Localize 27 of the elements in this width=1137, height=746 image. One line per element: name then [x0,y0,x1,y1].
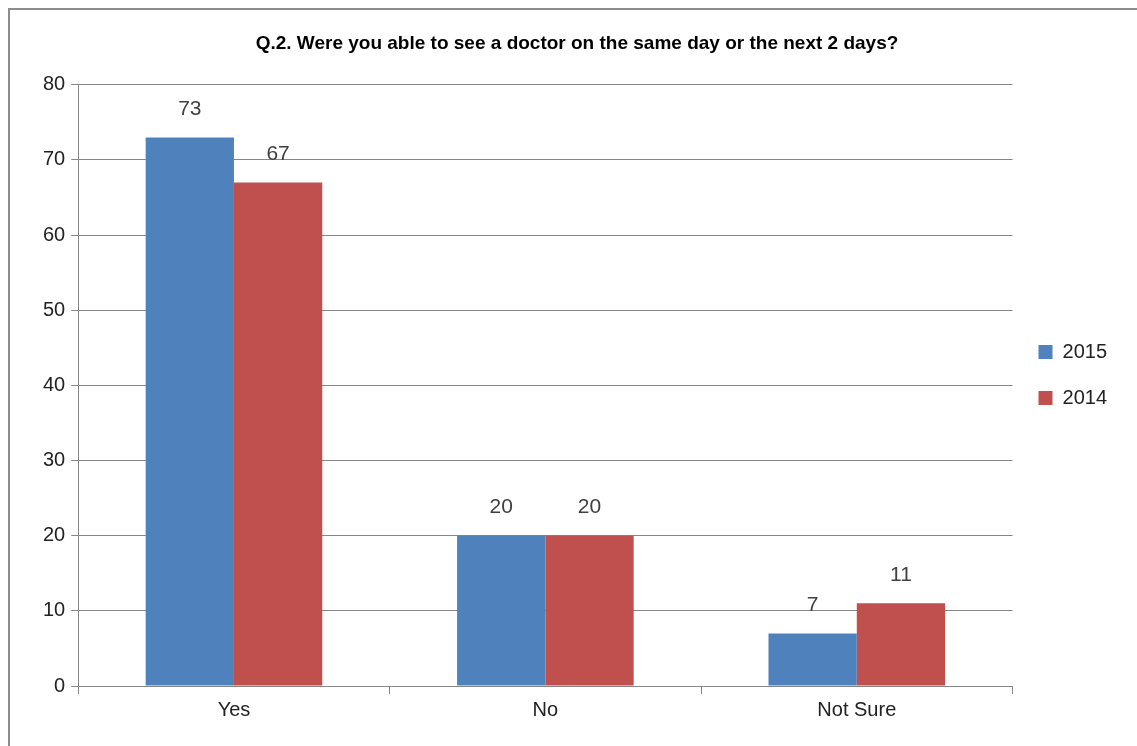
y-tick-label: 60 [43,222,66,245]
bar [768,633,857,686]
bar [145,137,234,686]
data-label: 67 [266,141,290,165]
data-label: 11 [890,562,912,586]
y-tick-label: 20 [43,523,66,546]
x-tick-label: Not Sure [817,697,897,720]
legend-label: 2015 [1062,339,1108,362]
chart-title: Q.2. Were you able to see a doctor on the same day or the next 2 days? [255,31,899,53]
legend-label: 2014 [1062,385,1108,408]
bar [233,182,323,686]
y-tick-label: 50 [43,297,66,320]
data-label: 73 [178,96,202,120]
x-tick-label: No [532,697,559,720]
y-tick-label: 30 [43,448,66,471]
bar [856,603,946,686]
y-tick-label: 0 [54,673,66,696]
data-label: 20 [489,494,513,518]
data-label: 7 [806,592,819,616]
x-tick-label: Yes [217,697,251,720]
y-tick-label: 10 [43,598,66,621]
bar [457,535,546,686]
y-tick-label: 40 [43,372,66,395]
y-tick-label: 70 [43,147,66,170]
y-tick-label: 80 [43,72,66,95]
bar [545,535,634,686]
data-label: 20 [577,494,602,518]
